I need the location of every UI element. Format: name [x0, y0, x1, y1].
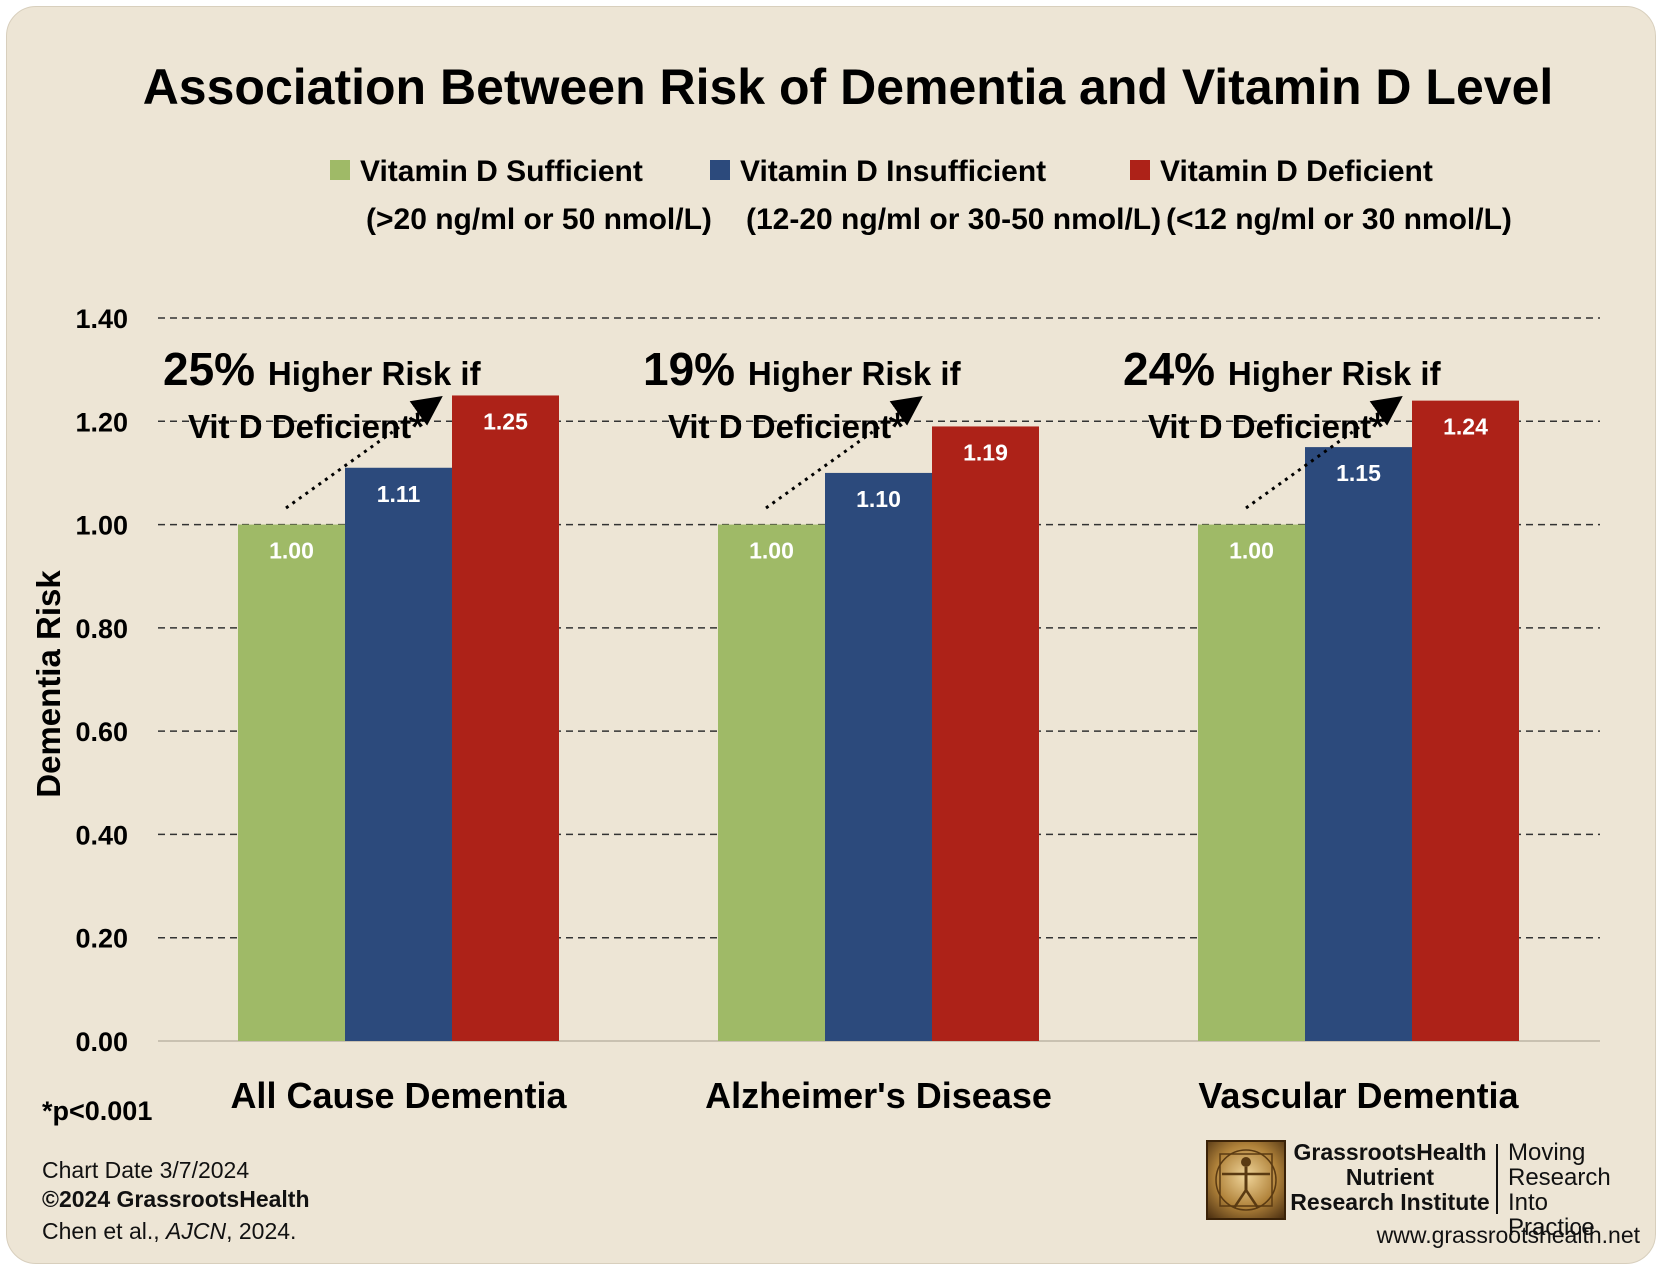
y-axis-label: Dementia Risk: [30, 570, 67, 798]
x-axis-labels: All Cause Dementia Alzheimer's Disease Vas…: [230, 1075, 1519, 1116]
logo-tagline: Moving Research Into Practice: [1508, 1140, 1626, 1240]
logo-tag3: Into Practice: [1508, 1189, 1595, 1241]
annotation-line1: 24% Higher Risk if: [1123, 343, 1442, 395]
annotation-percent: 19%: [643, 343, 748, 395]
bar: [825, 472, 932, 1041]
bar-value-label: 1.00: [1229, 538, 1274, 564]
annotation-percent: 24%: [1123, 343, 1228, 395]
bar: [718, 524, 825, 1041]
annotation-arrow: [285, 396, 443, 510]
y-tick-label: 0.00: [75, 1027, 128, 1057]
annotation-text: Higher Risk if: [748, 355, 962, 392]
legend-range: (>20 ng/ml or 50 nmol/L): [366, 203, 712, 236]
annotation-line2: Vit D Deficient*: [668, 408, 904, 445]
legend-label: Vitamin D Insufficient: [740, 155, 1046, 188]
bar-value-label: 1.25: [483, 408, 528, 434]
y-tick-label: 0.40: [75, 820, 128, 850]
bar: [932, 426, 1039, 1041]
logo-divider: [1496, 1144, 1498, 1214]
bars: 1.00 1.11 1.25 1.00 1.10 1.19 1.00 1.15 1.24: [238, 395, 1519, 1042]
logo-block: GrassrootsHealth Nutrient Research Insti…: [1206, 1139, 1626, 1240]
bar-value-label: 1.15: [1336, 460, 1381, 486]
legend-swatch: [710, 160, 730, 180]
annotation-arrow: [765, 396, 923, 510]
logo-tag2: Research: [1508, 1164, 1611, 1191]
legend-swatch: [330, 160, 350, 180]
annotation-percent: 25%: [163, 343, 268, 395]
legend: Vitamin D Sufficient (>20 ng/ml or 50 nmo…: [330, 155, 1512, 236]
chart-title: Association Between Risk of Dementia and…: [143, 59, 1554, 115]
chart-date: Chart Date 3/7/2024: [42, 1157, 250, 1183]
y-axis-ticks: 0.00 0.20 0.40 0.60 0.80 1.00 1.20 1.40: [75, 304, 128, 1057]
annotation-line2: Vit D Deficient*: [1148, 408, 1384, 445]
y-tick-label: 1.20: [75, 407, 128, 437]
logo-tag1: Moving: [1508, 1139, 1586, 1166]
y-tick-label: 1.40: [75, 304, 128, 334]
bar: [1412, 400, 1519, 1042]
logo-line1: GrassrootsHealth: [1293, 1139, 1487, 1165]
citation-authors: Chen et al.,: [42, 1218, 167, 1244]
legend-label: Vitamin D Deficient: [1160, 155, 1433, 188]
website-url: www.grassrootshealth.net: [1376, 1222, 1640, 1248]
bar: [1198, 524, 1305, 1041]
copyright: ©2024 GrassrootsHealth: [42, 1186, 310, 1212]
significance-footnote: *p<0.001: [42, 1096, 152, 1126]
bar-value-label: 1.19: [963, 439, 1008, 465]
y-tick-label: 0.60: [75, 717, 128, 747]
citation-year: , 2024.: [226, 1218, 297, 1244]
bar-value-label: 1.00: [749, 538, 794, 564]
legend-label: Vitamin D Sufficient: [360, 155, 643, 188]
bar-value-label: 1.00: [269, 538, 314, 564]
legend-range: (<12 ng/ml or 30 nmol/L): [1166, 203, 1512, 236]
annotations: 25% Higher Risk if Vit D Deficient* 19% Hi…: [163, 343, 1442, 510]
annotation-text: Higher Risk if: [1228, 355, 1442, 392]
bar: [1305, 447, 1412, 1041]
bar: [452, 395, 559, 1041]
legend-range: (12-20 ng/ml or 30-50 nmol/L): [746, 203, 1161, 236]
annotation-line1: 25% Higher Risk if: [163, 343, 482, 395]
logo-line2: Nutrient: [1345, 1164, 1435, 1190]
bar: [238, 524, 345, 1041]
bar-value-label: 1.24: [1443, 414, 1488, 440]
logo-line3: Research Institute: [1290, 1189, 1490, 1215]
citation: Chen et al., AJCN, 2024.: [42, 1218, 296, 1245]
x-tick-label: Alzheimer's Disease: [705, 1075, 1052, 1116]
x-tick-label: Vascular Dementia: [1198, 1075, 1519, 1116]
annotation-text: Higher Risk if: [268, 355, 482, 392]
y-tick-label: 1.00: [75, 511, 128, 541]
vitruvian-man-logo-icon: [1206, 1140, 1286, 1220]
annotation-line2: Vit D Deficient*: [188, 408, 424, 445]
bar-value-label: 1.11: [377, 481, 421, 507]
annotation-line1: 19% Higher Risk if: [643, 343, 962, 395]
bar-value-label: 1.10: [856, 486, 901, 512]
bar: [345, 467, 452, 1041]
y-tick-label: 0.80: [75, 614, 128, 644]
y-tick-label: 0.20: [75, 924, 128, 954]
annotation-arrow: [1245, 396, 1403, 510]
x-tick-label: All Cause Dementia: [230, 1075, 567, 1116]
legend-swatch: [1130, 160, 1150, 180]
citation-journal: AJCN: [166, 1218, 227, 1244]
